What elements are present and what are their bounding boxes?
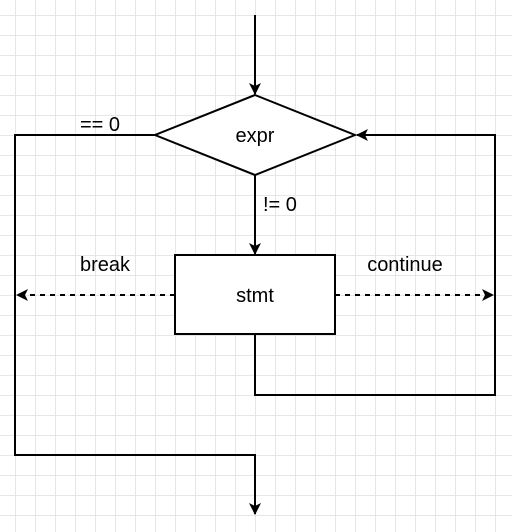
statement-label: stmt	[236, 285, 274, 307]
false-edge	[14, 134, 261, 515]
loop-back-edge	[254, 129, 496, 396]
false-edge-label: == 0	[80, 114, 120, 136]
break-edge-label: break	[80, 254, 131, 276]
true-edge-label: != 0	[263, 194, 297, 216]
statement-box	[174, 254, 336, 335]
condition-label: expr	[236, 125, 275, 147]
continue-edge-label: continue	[367, 254, 443, 276]
